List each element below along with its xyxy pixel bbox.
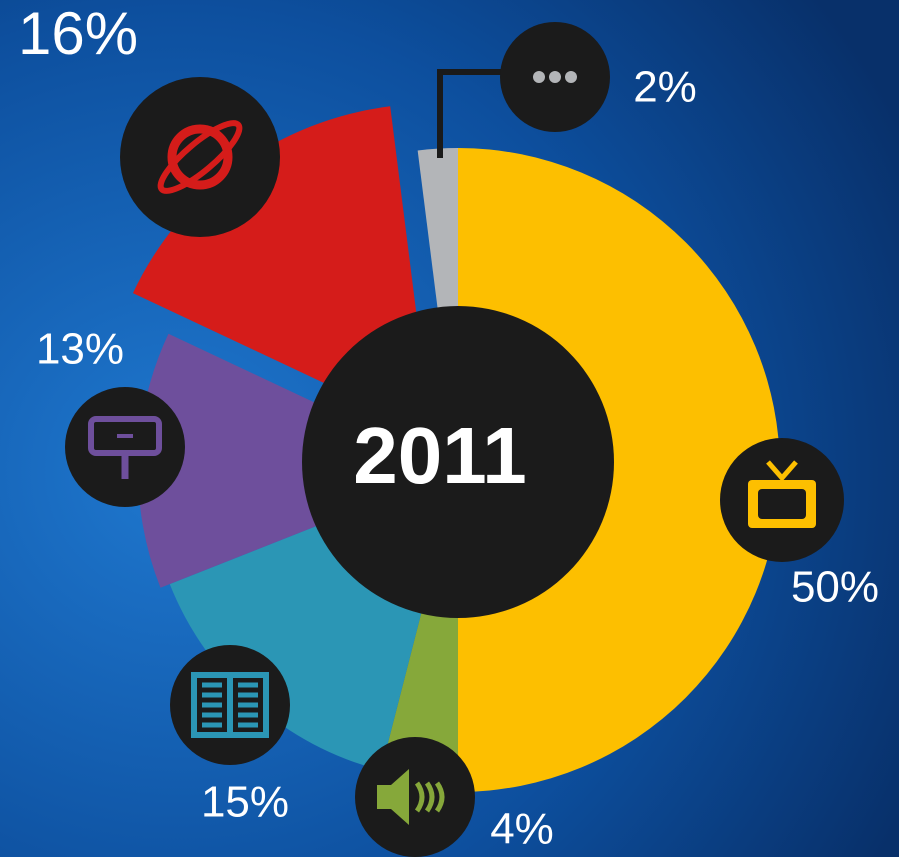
icon-tv-antenna	[766, 460, 798, 482]
icon-wave	[414, 781, 425, 813]
icon-dot	[549, 71, 561, 83]
icon-dot	[565, 71, 577, 83]
value-label: 13%	[36, 325, 124, 374]
icon-dot	[533, 71, 545, 83]
icons	[65, 22, 844, 857]
leader-line	[437, 69, 505, 158]
icon-circle	[120, 77, 280, 237]
labels: 50% 4% 15% 13% 16% 2%	[18, 0, 879, 854]
icon-speaker	[377, 769, 409, 825]
icon-ring	[157, 120, 243, 194]
icon-tv-screen	[758, 489, 806, 519]
value-label: 16%	[18, 0, 138, 67]
icon-planet	[167, 124, 233, 190]
icon-circle	[355, 737, 475, 857]
value-label: 4%	[490, 805, 554, 854]
value-label: 2%	[633, 63, 697, 112]
value-label: 50%	[791, 563, 879, 612]
center-label: 2011	[353, 411, 527, 500]
value-label: 15%	[201, 778, 289, 827]
slice	[458, 148, 780, 792]
icon-circle	[65, 387, 185, 507]
slice	[138, 333, 458, 588]
icon-wave	[424, 781, 435, 813]
icon-wave	[434, 781, 445, 813]
center-circle	[302, 306, 614, 618]
